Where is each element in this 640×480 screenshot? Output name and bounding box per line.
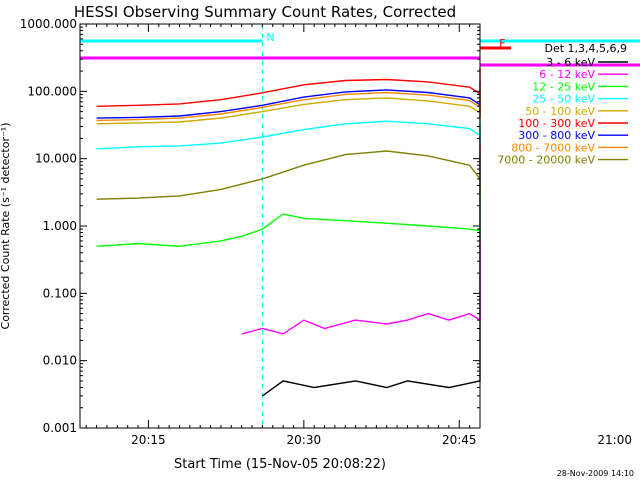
- chart-title: HESSI Observing Summary Count Rates, Cor…: [74, 3, 456, 21]
- y-tick-label: 10.000: [35, 152, 77, 166]
- annotation-label-n: N: [266, 31, 274, 44]
- y-tick-label: 0.010: [43, 354, 77, 368]
- legend-entry-label: 100 - 300 keV: [518, 117, 595, 130]
- y-axis-label: Corrected Count Rate (s⁻¹ detector⁻¹): [0, 123, 12, 330]
- chart-series: [96, 68, 481, 397]
- series-line-5: [96, 68, 481, 112]
- y-tick-label: 0.100: [43, 286, 77, 300]
- x-tick-label: 21:00: [597, 433, 632, 447]
- series-line-7: [96, 84, 481, 122]
- legend-entry-label: 6 - 12 keV: [539, 68, 595, 81]
- annotation-label-f: F: [499, 37, 505, 50]
- x-tick-label: 20:30: [287, 433, 322, 447]
- legend-title: Det 1,3,4,5,6,9: [544, 42, 627, 55]
- legend-entry-label: 800 - 7000 keV: [511, 141, 595, 154]
- legend-entry-label: 3 - 6 keV: [546, 56, 595, 69]
- y-tick-label: 100.000: [27, 84, 77, 98]
- chart-annotations: NFA0A1: [80, 24, 640, 428]
- series-line-8: [96, 149, 481, 200]
- y-tick-label: 1.000: [43, 219, 77, 233]
- plot-timestamp: 28-Nov-2009 14:10: [557, 469, 634, 478]
- x-axis-label: Start Time (15-Nov-05 20:08:22): [174, 457, 386, 472]
- series-line-3: [96, 108, 481, 150]
- x-tick-label: 20:15: [131, 433, 166, 447]
- series-line-1: [241, 138, 481, 335]
- chart-axes: 0.001 0.010 0.100 1.000 10.000 100.000 1000.00…: [20, 17, 632, 447]
- series-line-0: [261, 122, 481, 397]
- series-line-2: [96, 185, 481, 248]
- legend-entry-label: 25 - 50 keV: [532, 93, 595, 106]
- y-tick-label: 0.001: [43, 421, 77, 435]
- legend-entry-label: 50 - 100 keV: [525, 105, 595, 118]
- legend-entry-label: 7000 - 20000 keV: [497, 154, 595, 167]
- legend-entry-label: 300 - 800 keV: [518, 129, 595, 142]
- x-tick-label: 20:45: [442, 433, 477, 447]
- legend-entry-label: 12 - 25 keV: [532, 80, 595, 93]
- y-tick-label: 1000.000: [20, 17, 77, 31]
